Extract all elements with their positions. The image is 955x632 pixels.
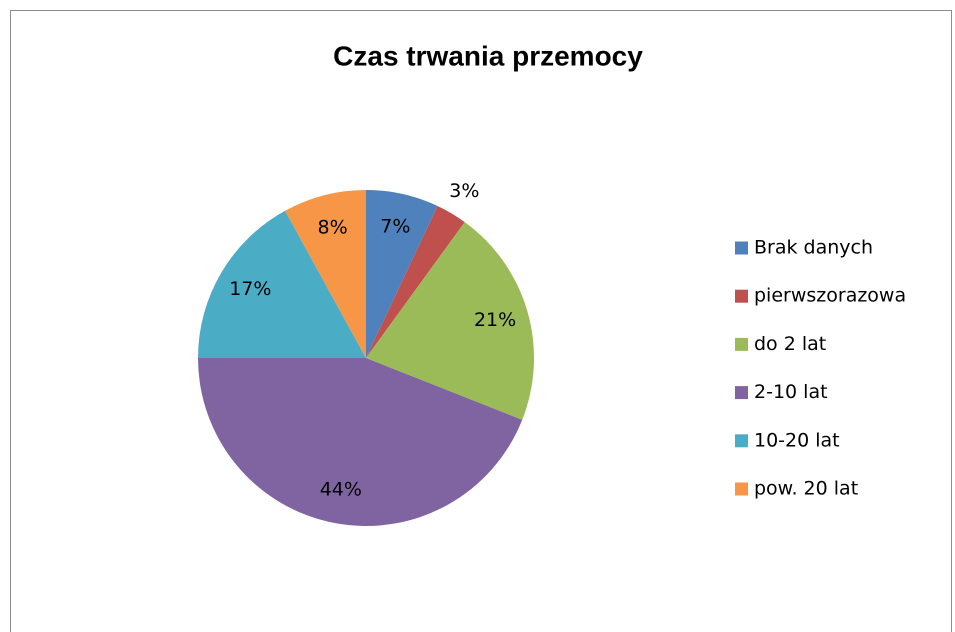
legend-label: Brak danych xyxy=(754,237,873,259)
pie-slice xyxy=(366,222,534,420)
legend-swatch xyxy=(735,386,748,400)
legend-swatch xyxy=(735,337,748,351)
pie-slice xyxy=(198,358,523,526)
legend-swatch xyxy=(735,434,748,448)
pie-slice xyxy=(285,190,366,358)
legend-label: pierwszorazowa xyxy=(754,285,906,307)
data-label: 17% xyxy=(229,278,271,300)
pie-slice xyxy=(198,210,366,358)
data-label: 8% xyxy=(317,216,347,238)
legend-label: 2-10 lat xyxy=(754,381,828,403)
legend-swatch xyxy=(735,289,748,303)
legend-swatch xyxy=(735,241,748,255)
data-label: 7% xyxy=(380,215,410,237)
legend-label: do 2 lat xyxy=(754,333,826,355)
legend-label: 10-20 lat xyxy=(754,429,840,451)
data-label: 3% xyxy=(449,180,479,202)
pie-slice xyxy=(366,205,465,358)
pie-slice xyxy=(366,190,438,358)
chart-title: Czas trwania przemocy xyxy=(333,40,643,71)
legend-label: pow. 20 lat xyxy=(754,478,858,500)
data-label: 44% xyxy=(320,479,362,501)
legend-swatch xyxy=(735,482,748,496)
data-label: 21% xyxy=(474,309,516,331)
